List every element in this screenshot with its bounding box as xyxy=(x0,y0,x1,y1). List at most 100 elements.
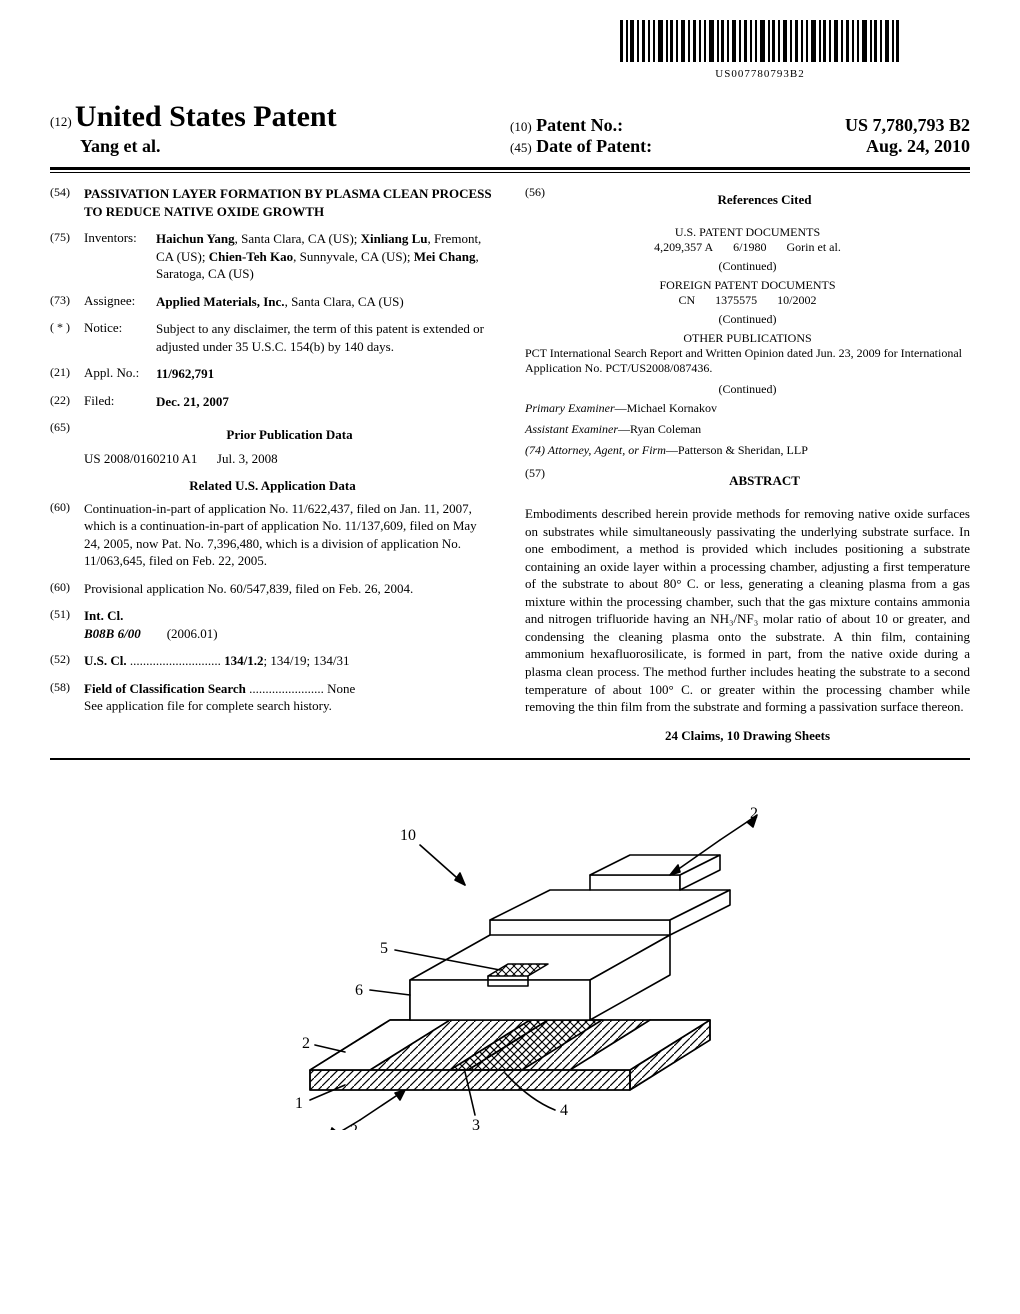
primary-examiner: Michael Kornakov xyxy=(627,401,717,415)
assistant-examiner-label: Assistant Examiner xyxy=(525,422,618,436)
field-75-label: Inventors: xyxy=(84,230,156,283)
field-73-num: (73) xyxy=(50,293,84,311)
int-cl-code: B08B 6/00 xyxy=(84,626,141,641)
barcode-graphic xyxy=(620,20,900,66)
assignee-body: Applied Materials, Inc., Santa Clara, CA… xyxy=(156,293,495,311)
field-star-num: ( * ) xyxy=(50,320,84,355)
authors-line: Yang et al. xyxy=(50,136,510,157)
field-58-num: (58) xyxy=(50,680,84,715)
uspd-date: 6/1980 xyxy=(733,240,766,255)
assignee-name: Applied Materials, Inc. xyxy=(156,294,285,309)
field-21-num: (21) xyxy=(50,365,84,383)
right-column: (56) References Cited U.S. PATENT DOCUME… xyxy=(525,185,970,744)
int-cl-label: Int. Cl. xyxy=(84,608,123,623)
fpd-date: 10/2002 xyxy=(777,293,816,308)
field-52-body: U.S. Cl. 134/1.2; 134/19; 134/31 xyxy=(84,652,495,670)
uspd-row: 4,209,357 A 6/1980 Gorin et al. xyxy=(525,240,970,255)
fig-label-10: 10 xyxy=(400,827,416,844)
appl-no: 11/962,791 xyxy=(156,365,495,383)
field-52: (52) U.S. Cl. 134/1.2; 134/19; 134/31 xyxy=(50,652,495,670)
other-continued: (Continued) xyxy=(525,382,970,397)
fig-label-5: 5 xyxy=(380,940,388,957)
prefix-45: (45) xyxy=(510,140,532,155)
prior-pub-body: US 2008/0160210 A1 Jul. 3, 2008 xyxy=(84,450,495,468)
field-52-num: (52) xyxy=(50,652,84,670)
field-54-num: (54) xyxy=(50,185,84,220)
primary-examiner-label: Primary Examiner xyxy=(525,401,615,415)
field-notice: ( * ) Notice: Subject to any disclaimer,… xyxy=(50,320,495,355)
patent-no-label: Patent No.: xyxy=(536,115,623,135)
fig-label-4: 4 xyxy=(560,1102,568,1119)
fpd-heading: FOREIGN PATENT DOCUMENTS xyxy=(525,278,970,293)
field-56: (56) References Cited xyxy=(525,185,970,215)
header-right: (10) Patent No.: US 7,780,793 B2 (45) Da… xyxy=(510,115,970,157)
int-cl-date: (2006.01) xyxy=(167,626,218,641)
uspd-name: Gorin et al. xyxy=(787,240,841,255)
field-22-num: (22) xyxy=(50,393,84,411)
inventor-3: Chien-Teh Kao xyxy=(209,249,293,264)
barcode-text: US007780793B2 xyxy=(620,68,900,80)
fig-label-2c: 2 xyxy=(350,1122,358,1130)
field-65: (65) Prior Publication Data US 2008/0160… xyxy=(50,420,495,467)
inventors-body: Haichun Yang, Santa Clara, CA (US); Xinl… xyxy=(156,230,495,283)
focs-line2: See application file for complete search… xyxy=(84,698,332,713)
columns: (54) PASSIVATION LAYER FORMATION BY PLAS… xyxy=(50,185,970,744)
field-51-body: Int. Cl. B08B 6/00 (2006.01) xyxy=(84,607,495,642)
field-56-num: (56) xyxy=(525,185,559,215)
field-60a: (60) Continuation-in-part of application… xyxy=(50,500,495,570)
fpd-row: CN 1375575 10/2002 xyxy=(525,293,970,308)
fpd-continued: (Continued) xyxy=(525,312,970,327)
other-pubs-body: PCT International Search Report and Writ… xyxy=(525,346,970,376)
uspd-num: 4,209,357 A xyxy=(654,240,713,255)
invention-title: PASSIVATION LAYER FORMATION BY PLASMA CL… xyxy=(84,185,495,220)
field-75: (75) Inventors: Haichun Yang, Santa Clar… xyxy=(50,230,495,283)
abstract-text: Embodiments described herein provide met… xyxy=(525,505,970,716)
fpd-cc: CN xyxy=(678,293,695,308)
field-73: (73) Assignee: Applied Materials, Inc., … xyxy=(50,293,495,311)
mid-rule xyxy=(50,758,970,760)
field-58: (58) Field of Classification Search None… xyxy=(50,680,495,715)
field-51: (51) Int. Cl. B08B 6/00 (2006.01) xyxy=(50,607,495,642)
field-65-body: Prior Publication Data US 2008/0160210 A… xyxy=(84,420,495,467)
header-row: (12) United States Patent Yang et al. (1… xyxy=(50,100,970,163)
field-51-num: (51) xyxy=(50,607,84,642)
references-cited-heading: References Cited xyxy=(559,191,970,209)
date-of-patent: Aug. 24, 2010 xyxy=(866,136,970,157)
primary-examiner-line: Primary Examiner—Michael Kornakov xyxy=(525,401,970,416)
left-column: (54) PASSIVATION LAYER FORMATION BY PLAS… xyxy=(50,185,495,744)
patent-figure: 10 2 5 6 2 1 2 3 4 xyxy=(50,790,970,1134)
field-58-body: Field of Classification Search None See … xyxy=(84,680,495,715)
filed-date: Dec. 21, 2007 xyxy=(156,393,495,411)
fig-label-3: 3 xyxy=(472,1117,480,1130)
attorney: Patterson & Sheridan, LLP xyxy=(678,443,808,457)
field-60b-num: (60) xyxy=(50,580,84,598)
prefix-12: (12) xyxy=(50,114,72,129)
inventor-2: Xinliang Lu xyxy=(361,231,428,246)
abstract-heading: ABSTRACT xyxy=(559,472,970,490)
us-cl-label: U.S. Cl. xyxy=(84,653,127,668)
field-60b-body: Provisional application No. 60/547,839, … xyxy=(84,580,495,598)
field-60a-num: (60) xyxy=(50,500,84,570)
header-rule-thin xyxy=(50,172,970,173)
prefix-10: (10) xyxy=(510,119,532,134)
field-73-label: Assignee: xyxy=(84,293,156,311)
focs-label: Field of Classification Search xyxy=(84,681,246,696)
field-60b: (60) Provisional application No. 60/547,… xyxy=(50,580,495,598)
usp-title: United States Patent xyxy=(75,100,337,133)
field-21: (21) Appl. No.: 11/962,791 xyxy=(50,365,495,383)
field-60a-body: Continuation-in-part of application No. … xyxy=(84,500,495,570)
fig-label-1: 1 xyxy=(295,1095,303,1112)
uspd-continued: (Continued) xyxy=(525,259,970,274)
other-pubs-heading: OTHER PUBLICATIONS xyxy=(525,331,970,346)
inventor-4: Mei Chang xyxy=(414,249,476,264)
fig-label-2b: 2 xyxy=(302,1035,310,1052)
field-54: (54) PASSIVATION LAYER FORMATION BY PLAS… xyxy=(50,185,495,220)
field-65-num: (65) xyxy=(50,420,84,467)
focs-none: None xyxy=(327,681,355,696)
date-of-patent-label: Date of Patent: xyxy=(536,136,652,156)
field-21-label: Appl. No.: xyxy=(84,365,156,383)
header-rule-thick xyxy=(50,167,970,170)
prior-pub-heading: Prior Publication Data xyxy=(84,426,495,444)
assistant-examiner: Ryan Coleman xyxy=(630,422,701,436)
attorney-label: (74) Attorney, Agent, or Firm xyxy=(525,443,666,457)
